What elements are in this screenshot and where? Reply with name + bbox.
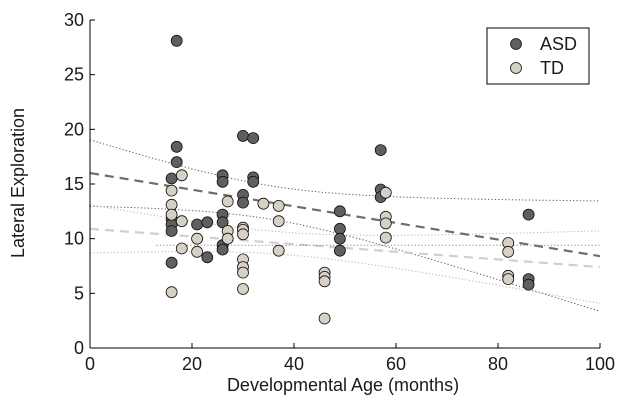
y-axis-label: Lateral Exploration xyxy=(8,108,28,258)
point-td xyxy=(272,199,285,212)
legend: ASD TD xyxy=(486,27,590,85)
y-tick-label: 15 xyxy=(64,174,84,194)
x-axis-ticks: 0 20 40 60 80 100 xyxy=(85,343,615,374)
legend-box xyxy=(486,27,590,85)
point-asd xyxy=(333,205,346,218)
x-tick-label: 80 xyxy=(488,354,508,374)
point-asd xyxy=(333,232,346,245)
point-asd xyxy=(237,129,249,142)
point-td xyxy=(379,186,392,199)
point-td xyxy=(165,184,178,197)
point-td xyxy=(237,283,249,295)
y-tick-label: 25 xyxy=(64,65,84,85)
point-td xyxy=(191,232,204,245)
x-tick-label: 60 xyxy=(386,354,406,374)
point-asd xyxy=(247,175,260,188)
point-td xyxy=(318,312,331,325)
point-td xyxy=(175,215,188,228)
y-tick-label: 20 xyxy=(64,119,84,139)
point-asd xyxy=(333,222,346,235)
legend-marker-td xyxy=(510,62,522,74)
point-td xyxy=(221,232,234,245)
point-td xyxy=(272,215,285,228)
point-td xyxy=(272,244,285,257)
x-tick-label: 0 xyxy=(85,354,95,374)
point-td xyxy=(165,208,178,221)
x-axis-label: Developmental Age (months) xyxy=(227,375,459,395)
y-tick-label: 0 xyxy=(74,338,84,358)
point-td xyxy=(175,169,188,182)
point-td xyxy=(502,273,515,286)
point-td xyxy=(165,286,178,299)
point-asd xyxy=(333,244,346,257)
point-asd xyxy=(165,256,178,269)
point-td xyxy=(191,245,204,258)
y-tick-label: 5 xyxy=(74,283,84,303)
x-tick-label: 20 xyxy=(182,354,202,374)
point-asd xyxy=(374,144,387,157)
ci-lower-td xyxy=(89,251,601,304)
point-asd xyxy=(170,156,183,169)
point-asd xyxy=(170,34,183,47)
point-td xyxy=(237,228,249,241)
point-td xyxy=(318,275,331,288)
point-td xyxy=(237,266,249,279)
point-asd xyxy=(191,218,204,231)
point-asd xyxy=(216,243,229,256)
legend-label-asd: ASD xyxy=(540,34,577,54)
point-td xyxy=(379,231,392,244)
point-asd xyxy=(165,225,178,237)
data-points xyxy=(165,34,535,325)
legend-label-td: TD xyxy=(540,58,564,78)
x-tick-label: 40 xyxy=(284,354,304,374)
point-td xyxy=(175,242,188,255)
point-asd xyxy=(237,196,249,209)
y-tick-label: 10 xyxy=(64,229,84,249)
point-asd xyxy=(201,216,214,229)
y-tick-label: 30 xyxy=(64,10,84,30)
point-td xyxy=(502,245,515,258)
y-axis-ticks: 0 5 10 15 20 25 30 xyxy=(64,10,95,358)
x-tick-label: 100 xyxy=(585,354,615,374)
point-td xyxy=(257,197,270,210)
fit-line-asd xyxy=(89,171,601,258)
point-asd xyxy=(247,132,260,145)
point-asd xyxy=(201,251,214,264)
point-asd xyxy=(522,208,535,221)
point-td xyxy=(165,198,178,211)
point-asd xyxy=(522,278,535,291)
point-asd xyxy=(170,140,183,153)
point-td xyxy=(379,217,392,230)
point-asd xyxy=(165,172,178,185)
point-asd xyxy=(216,175,229,188)
point-asd xyxy=(216,216,229,229)
legend-marker-asd xyxy=(510,38,522,50)
point-td xyxy=(221,195,234,208)
